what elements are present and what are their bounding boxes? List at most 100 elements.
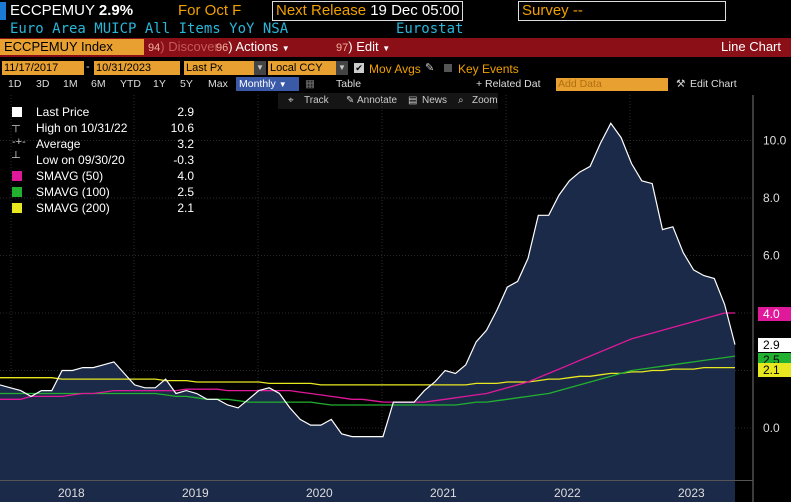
frequency-select[interactable]: Monthly ▼ (236, 77, 299, 91)
caret-down-icon: ▼ (278, 80, 287, 89)
period-1y[interactable]: 1Y (153, 78, 166, 90)
average-marker-icon: -+- (12, 136, 26, 148)
next-release-value: 19 Dec 05:00 (370, 2, 460, 19)
caret-down-icon: ▼ (281, 44, 290, 53)
high-marker-icon: ┬ (12, 120, 20, 132)
mov-avgs-checkbox[interactable]: ✔ (354, 63, 364, 73)
currency-dropdown-icon[interactable]: ▼ (336, 61, 348, 75)
edit-button[interactable]: 97) Edit ▼ (336, 39, 391, 54)
legend-label: High on 10/31/22 (36, 121, 128, 135)
period-label: For Oct F (178, 2, 242, 19)
period-max[interactable]: Max (208, 78, 228, 90)
legend-label: Average (36, 137, 81, 151)
security-header: ECCPEMUY 2.9% For Oct F Next Release 19 … (0, 0, 791, 22)
add-data-input[interactable]: Add Data (556, 78, 668, 91)
security-input[interactable]: ECCPEMUY Index (0, 39, 144, 55)
price-chart[interactable]: 0.02.04.06.08.010.0 (0, 95, 791, 502)
annotate-button[interactable]: Annotate (357, 95, 398, 106)
ticker-color-marker (0, 2, 6, 20)
edit-chart-button[interactable]: Edit Chart (690, 78, 737, 90)
field-dropdown-icon[interactable]: ▼ (254, 61, 266, 75)
edit-num: 97 (336, 42, 349, 54)
x-tick-label: 2018 (58, 486, 85, 500)
legend-value: 2.1 (177, 201, 194, 215)
key-events-label[interactable]: Key Events (458, 62, 519, 76)
actions-label: Actions (235, 39, 279, 54)
news-button[interactable]: News (422, 95, 448, 106)
legend-swatch (12, 171, 22, 181)
legend-label: SMAVG (200) (36, 201, 110, 215)
y-tick-label: 8.0 (763, 191, 780, 205)
caret-down-icon: ▼ (382, 44, 391, 53)
sma200-line (0, 366, 735, 386)
related-data-button[interactable]: + Related Dat (476, 78, 541, 90)
actions-num: 96 (216, 42, 229, 54)
view-title: Line Chart (721, 39, 781, 54)
legend-sma50: SMAVG (50) 4.0 (4, 168, 194, 184)
legend-sma200: SMAVG (200) 2.1 (4, 200, 194, 216)
legend-value: 10.6 (170, 121, 194, 135)
sma100-line (0, 355, 736, 406)
legend-value: -0.3 (173, 153, 194, 167)
description-row: Euro Area MUICP All Items YoY NSA Eurost… (0, 21, 791, 38)
y-tick-label: 0.0 (763, 421, 780, 435)
discover-button[interactable]: 94) Discover (148, 39, 219, 54)
y-tick-label: 6.0 (763, 249, 780, 263)
table-icon[interactable]: ▦ (305, 78, 315, 90)
x-tick-label: 2019 (182, 486, 209, 500)
news-icon[interactable]: ▤ (408, 95, 418, 106)
period-1d[interactable]: 1D (8, 78, 22, 90)
key-events-checkbox[interactable] (444, 64, 452, 72)
legend-swatch (12, 187, 22, 197)
y-axis-ticks: 0.02.04.06.08.010.0 (763, 134, 787, 436)
legend-value: 4.0 (177, 169, 194, 183)
zoom-icon[interactable]: ⌕ (458, 95, 464, 106)
period-ytd[interactable]: YTD (120, 78, 141, 90)
table-button[interactable]: Table (336, 78, 362, 90)
sma50-line (0, 312, 735, 403)
discover-label: Discover (168, 39, 219, 54)
period-5y[interactable]: 5Y (180, 78, 193, 90)
frequency-label: Monthly (239, 78, 276, 90)
legend-high: ┬ High on 10/31/22 10.6 (4, 120, 194, 136)
chart-tools: ⌖ Track ✎ Annotate ▤ News ⌕ Zoom (0, 93, 791, 109)
legend-low: ┴ Low on 09/30/20 -0.3 (4, 152, 194, 168)
discover-num: 94 (148, 42, 161, 54)
legend-average: -+- Average 3.2 (4, 136, 194, 152)
period-6m[interactable]: 6M (91, 78, 106, 90)
track-button[interactable]: Track (304, 95, 329, 106)
currency-select[interactable]: Local CCY (268, 61, 340, 75)
next-release-label: Next Release (276, 2, 367, 19)
ticker-symbol: ECCPEMUY (10, 2, 95, 19)
y-tick-label: 10.0 (763, 134, 787, 148)
end-date-input[interactable]: 10/31/2023 (94, 61, 180, 75)
start-date-input[interactable]: 11/17/2017 (2, 61, 84, 75)
legend-value: 2.9 (177, 105, 194, 119)
actions-button[interactable]: 96) Actions ▼ (216, 39, 290, 54)
legend-last-price: Last Price 2.9 (4, 104, 194, 120)
edit-label: Edit (356, 39, 379, 54)
field-select[interactable]: Last Px (184, 61, 264, 75)
chart-settings-row: 11/17/2017 - 10/31/2023 Last Px ▼ Local … (0, 59, 791, 77)
legend-sma100: SMAVG (100) 2.5 (4, 184, 194, 200)
period-3d[interactable]: 3D (36, 78, 50, 90)
chart-tools-bg (278, 93, 498, 109)
legend-label: Low on 09/30/20 (36, 153, 125, 167)
date-separator: - (86, 61, 90, 73)
price-line (0, 122, 736, 438)
period-1m[interactable]: 1M (63, 78, 78, 90)
x-tick-label: 2022 (554, 486, 581, 500)
period-row: 1D 3D 1M 6M YTD 1Y 5Y Max Monthly ▼ ▦ Ta… (0, 77, 791, 92)
mov-avgs-label[interactable]: Mov Avgs (369, 62, 421, 76)
pencil-icon[interactable]: ✎ (425, 62, 435, 74)
crosshair-icon[interactable]: ⌖ (288, 95, 294, 106)
legend-label: SMAVG (100) (36, 185, 110, 199)
annotate-icon[interactable]: ✎ (346, 95, 355, 106)
data-source: Eurostat (396, 21, 464, 37)
x-tick-label: 2021 (430, 486, 457, 500)
zoom-button[interactable]: Zoom (472, 95, 498, 106)
legend-swatch (12, 203, 22, 213)
legend-value: 2.5 (177, 185, 194, 199)
wrench-icon[interactable]: ⚒ (676, 78, 686, 90)
security-description: Euro Area MUICP All Items YoY NSA (10, 21, 289, 37)
